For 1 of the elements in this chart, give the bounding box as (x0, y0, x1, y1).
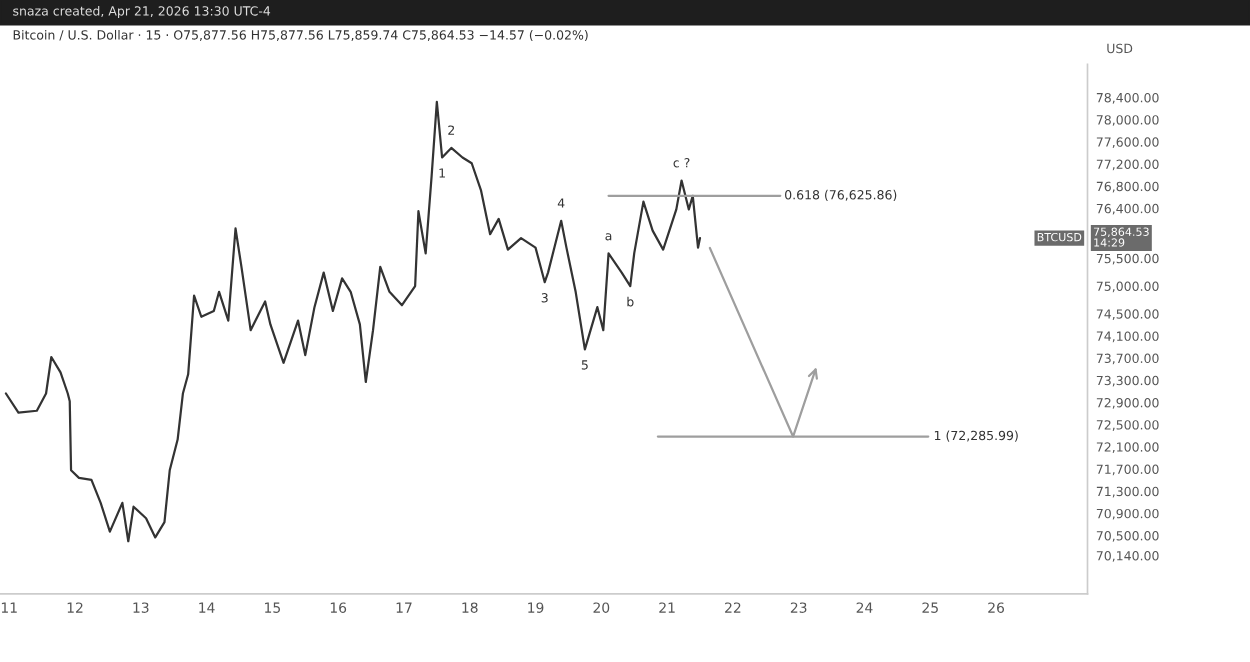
line-series (4, 100, 702, 543)
